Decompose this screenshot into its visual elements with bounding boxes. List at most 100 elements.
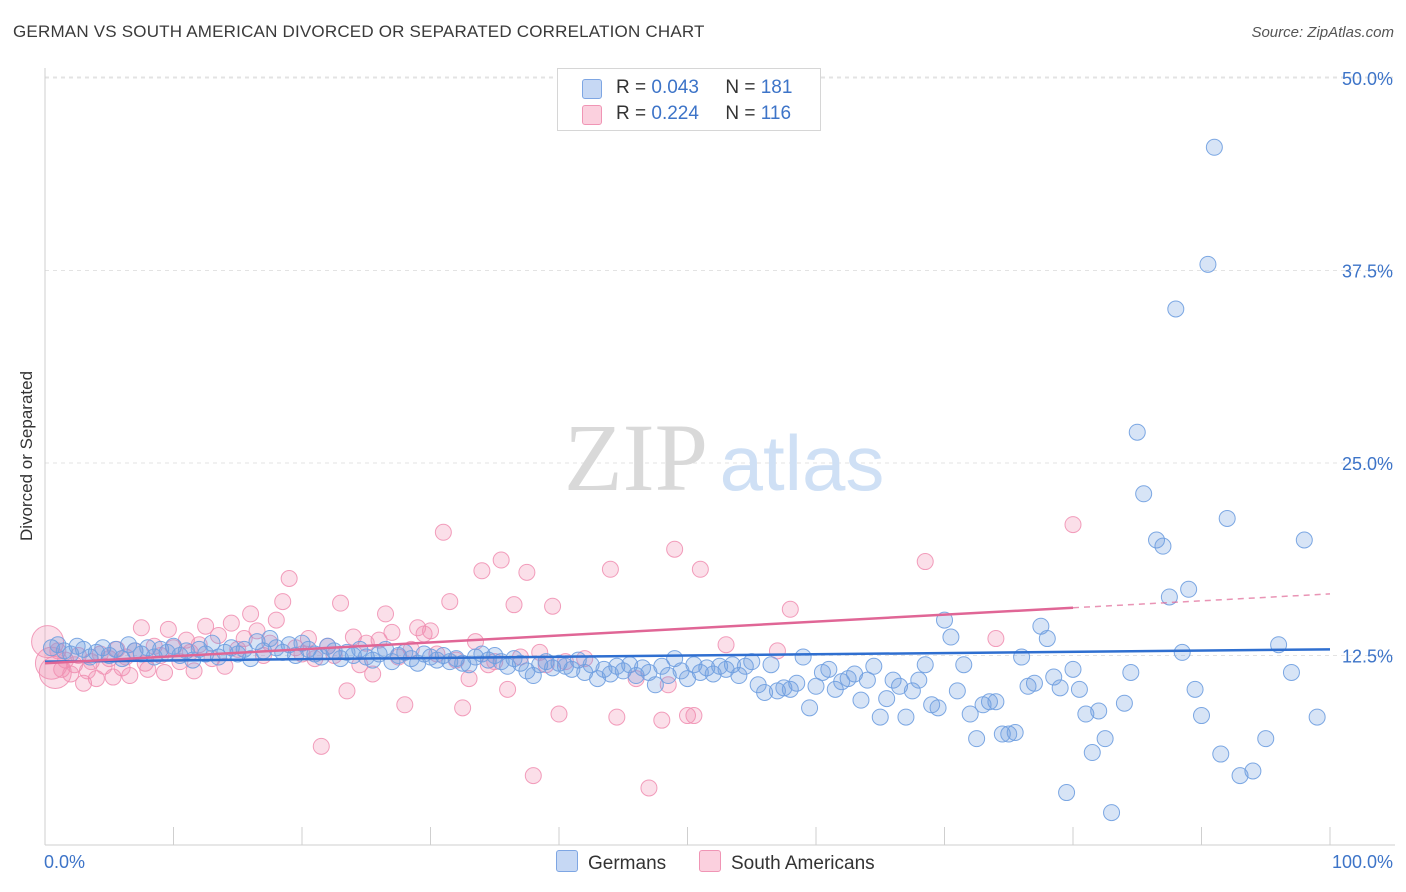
german-point xyxy=(993,725,1011,743)
german-point xyxy=(248,633,266,651)
bottom-legend-germans: Germans xyxy=(556,850,666,875)
south-american-point xyxy=(679,707,696,725)
south-american-point xyxy=(216,657,234,675)
german-point xyxy=(293,634,311,652)
german-point xyxy=(1160,588,1178,606)
south-american-point xyxy=(544,597,562,615)
german-point xyxy=(1064,660,1082,678)
german-point xyxy=(1212,745,1230,763)
south-american-point xyxy=(222,614,240,632)
german-point xyxy=(203,634,221,652)
german-point xyxy=(1122,663,1140,681)
south-american-point xyxy=(338,682,356,700)
south-american-point xyxy=(62,665,80,683)
german-point xyxy=(794,648,812,666)
german-point xyxy=(878,690,896,708)
german-point xyxy=(871,708,889,726)
south-american-point xyxy=(916,553,934,571)
german-point xyxy=(1128,423,1146,441)
german-point xyxy=(1058,784,1076,802)
german-point xyxy=(1199,255,1217,273)
south-american-point xyxy=(499,680,517,698)
south-american-point xyxy=(185,662,203,680)
german-point xyxy=(165,637,182,655)
german-point xyxy=(891,677,909,695)
south-americans-swatch xyxy=(582,105,602,125)
south-american-point xyxy=(454,699,472,717)
south-american-point xyxy=(550,705,568,723)
south-american-point xyxy=(396,696,414,714)
german-point xyxy=(762,656,780,674)
south-americans-trend-line xyxy=(44,606,1074,665)
axes xyxy=(44,68,1395,846)
source-label: Source: ZipAtlas.com xyxy=(1251,24,1394,41)
german-point xyxy=(1282,663,1300,681)
y-tick-label: 12.5% xyxy=(1342,647,1393,667)
south-american-point xyxy=(473,562,491,580)
german-point xyxy=(1096,730,1114,748)
german-point xyxy=(730,667,748,685)
bottom-legend-south-americans: South Americans xyxy=(699,850,875,875)
south-american-point xyxy=(685,707,703,725)
south-american-point xyxy=(576,650,594,668)
german-point xyxy=(653,657,671,675)
german-point xyxy=(961,705,979,723)
german-point xyxy=(1083,744,1101,762)
german-point xyxy=(1173,643,1191,661)
german-point xyxy=(120,636,138,654)
german-point xyxy=(929,699,947,717)
south-american-point xyxy=(691,560,709,578)
south-american-point xyxy=(524,767,542,785)
german-point xyxy=(139,639,157,657)
y-tick-label: 25.0% xyxy=(1342,454,1393,474)
south-american-point xyxy=(640,779,658,797)
south-american-point xyxy=(659,676,677,694)
south-american-point xyxy=(422,622,439,640)
german-point xyxy=(1244,762,1262,780)
south-american-point xyxy=(267,611,285,629)
german-point xyxy=(820,660,838,678)
south-american-point xyxy=(608,708,626,726)
x-tick-max: 100.0% xyxy=(1331,852,1393,872)
german-point xyxy=(1090,702,1108,720)
german-point xyxy=(1115,694,1133,712)
south-american-point xyxy=(242,605,260,623)
south-americans-trend-extension xyxy=(1072,593,1331,609)
y-tick-label: 37.5% xyxy=(1342,262,1393,282)
south-american-point xyxy=(159,620,177,638)
south-americans-legend-swatch xyxy=(699,850,721,872)
south-american-point xyxy=(87,670,105,688)
south-american-point xyxy=(197,617,215,635)
german-point xyxy=(942,628,960,646)
german-point xyxy=(801,699,819,717)
german-point xyxy=(1077,705,1095,723)
germans-legend-label: Germans xyxy=(588,853,667,874)
y-axis-label: Divorced or Separated xyxy=(17,370,36,542)
south-americans-r-label: R = xyxy=(616,103,647,124)
watermark-atlas: atlas xyxy=(720,419,885,507)
german-point xyxy=(1000,725,1018,743)
german-point xyxy=(852,691,870,709)
german-point xyxy=(775,679,793,697)
south-american-point xyxy=(280,570,298,587)
german-point xyxy=(1180,580,1198,598)
germans-trend-line xyxy=(44,648,1331,663)
south-american-point xyxy=(987,630,1005,648)
south-american-point xyxy=(312,737,330,755)
german-point xyxy=(434,647,452,664)
y-tick-label: 50.0% xyxy=(1342,69,1393,89)
german-point xyxy=(563,660,581,678)
german-point xyxy=(1148,531,1166,549)
south-american-point xyxy=(104,668,122,686)
south-american-point xyxy=(364,665,382,683)
german-point xyxy=(1308,708,1326,726)
german-point xyxy=(1193,707,1210,725)
germans-legend-swatch xyxy=(556,850,578,872)
germans-r-label: R = xyxy=(616,77,647,98)
german-point xyxy=(1218,509,1236,527)
watermark-zip: ZIP xyxy=(564,404,708,511)
german-point xyxy=(1154,537,1172,555)
x-tick-min: 0.0% xyxy=(44,852,86,872)
trend-lines xyxy=(44,593,1331,665)
south-american-point xyxy=(434,523,452,541)
